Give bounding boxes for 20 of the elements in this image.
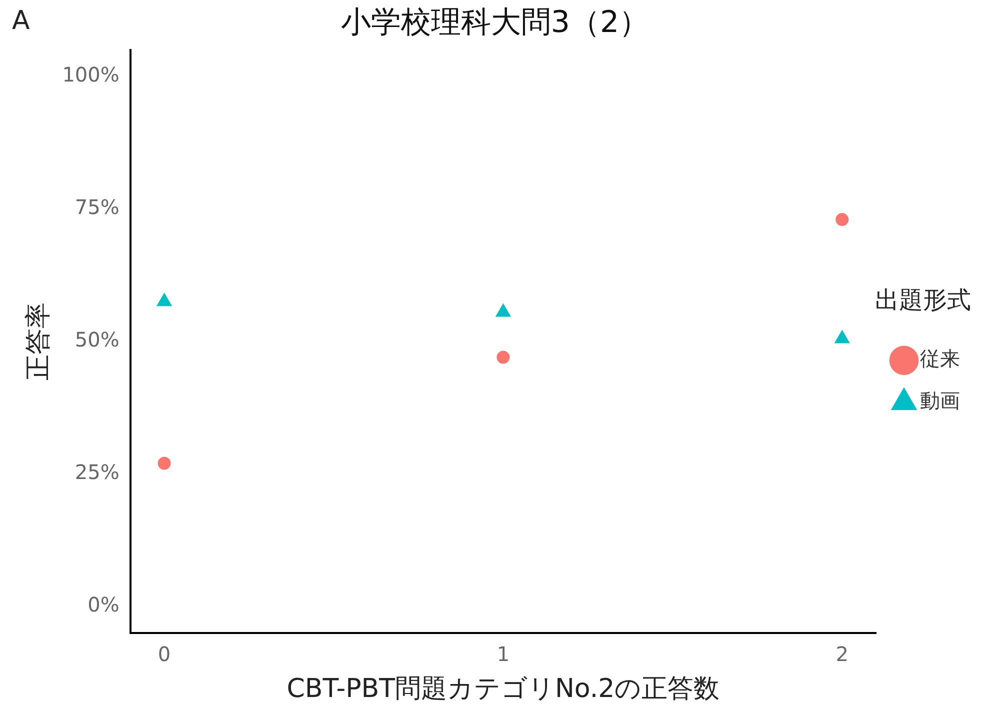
x-tick-label: 0	[158, 642, 171, 666]
x-tick-label: 1	[496, 642, 510, 666]
point	[834, 330, 850, 344]
y-tick-label: 50%	[74, 328, 120, 352]
text: A	[12, 6, 30, 36]
y-tick-label: 100%	[62, 62, 120, 87]
x-axis-title: CBT-PBT問題カテゴリNo.2の正答数	[286, 674, 720, 704]
y-tick-label: 0%	[88, 592, 120, 617]
point	[496, 350, 510, 364]
y-axis-title: 正答率	[23, 302, 54, 380]
legend-title: 出題形式	[875, 286, 971, 314]
x-tick-label: 2	[836, 642, 848, 666]
chart-title: 小学校理科大問3（2）	[340, 4, 650, 40]
y-tick-label: 75%	[74, 195, 120, 220]
point	[158, 456, 171, 470]
legend-label: 動画	[920, 388, 960, 413]
y-tick-label: 25%	[74, 460, 120, 484]
legend-label: 従来	[920, 346, 960, 371]
point	[156, 293, 172, 306]
point	[496, 304, 511, 317]
